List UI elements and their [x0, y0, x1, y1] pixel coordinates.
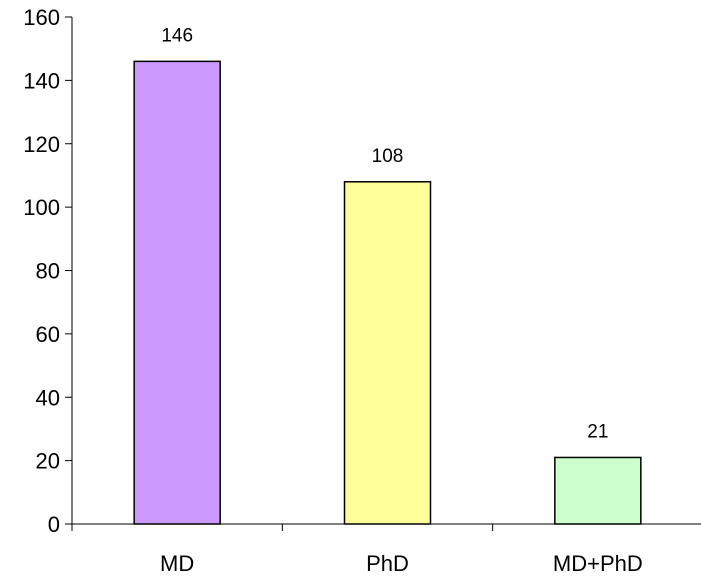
data-label: 108 [372, 146, 404, 167]
x-category-label: MD+PhD [553, 551, 643, 576]
y-tick-label: 140 [23, 68, 60, 93]
bar-md-phd [554, 456, 642, 525]
y-tick-label: 40 [36, 385, 60, 410]
bar-md [133, 60, 221, 525]
x-category-label: MD [160, 551, 194, 576]
data-label: 146 [161, 25, 193, 46]
y-tick-label: 0 [48, 512, 60, 537]
y-tick-label: 80 [36, 259, 60, 284]
y-tick-label: 120 [23, 132, 60, 157]
y-tick-label: 100 [23, 195, 60, 220]
data-label: 21 [587, 421, 608, 442]
y-tick-label: 160 [23, 5, 60, 30]
y-tick-label: 20 [36, 449, 60, 474]
bar-phd [343, 181, 432, 525]
y-tick-label: 60 [36, 322, 60, 347]
plot-area: 0 20 40 60 80 100 120 140 160 146 MD 108 PhD 21 MD+PhD [23, 5, 701, 576]
x-category-label: PhD [366, 551, 409, 576]
